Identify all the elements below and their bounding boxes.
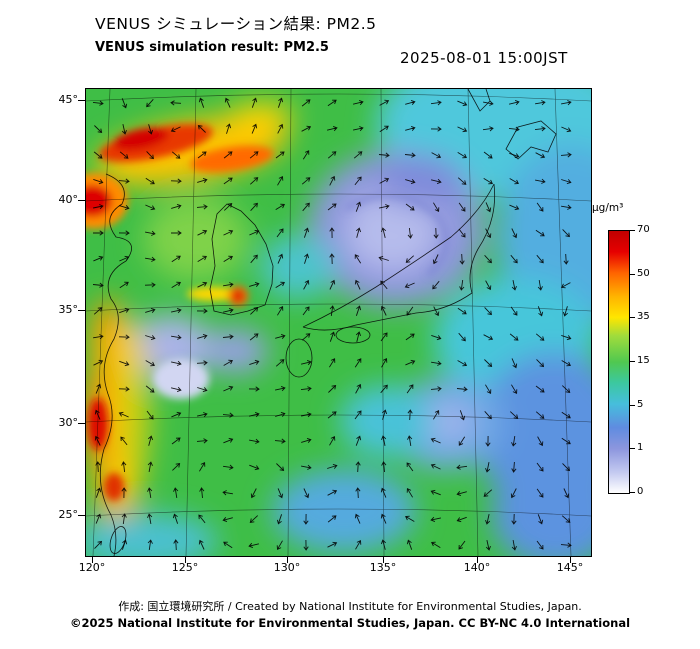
colorbar-tickmark <box>630 405 635 406</box>
coastlines <box>99 89 557 556</box>
license-line: ©2025 National Institute for Environment… <box>69 616 631 630</box>
colorbar-tick-1: 1 <box>637 442 644 453</box>
wind-vectors <box>92 97 572 551</box>
lat-tickmark <box>78 200 85 201</box>
graticule <box>86 89 591 556</box>
colorbar-bar <box>608 230 630 494</box>
lon-tickmark <box>477 557 478 563</box>
lon-tick-125: 125° <box>171 561 199 574</box>
colorbar-unit-label: μg/m³ <box>592 202 624 214</box>
lat-tickmark <box>78 423 85 424</box>
credit-line: 作成: 国立環境研究所 / Created by National Instit… <box>118 600 582 613</box>
lon-tick-130: 130° <box>273 561 301 574</box>
lat-tick-35: 35° <box>58 303 79 316</box>
page-title-japanese: VENUS シミュレーション結果: PM2.5 <box>95 15 377 33</box>
colorbar-tick-50: 50 <box>637 268 650 279</box>
colorbar-tickmark <box>630 317 635 318</box>
colorbar-tick-5: 5 <box>637 399 644 410</box>
lon-tickmark <box>570 557 571 563</box>
lat-tick-45: 45° <box>58 93 79 106</box>
colorbar-tick-35: 35 <box>637 311 650 322</box>
pm25-field-map <box>86 89 591 556</box>
lon-tickmark <box>383 557 384 563</box>
lon-tick-140: 140° <box>463 561 491 574</box>
colorbar-tickmark <box>630 492 635 493</box>
timestamp-label: 2025-08-01 15:00JST <box>400 49 568 67</box>
lat-tick-25: 25° <box>58 508 79 521</box>
colorbar-tickmark <box>630 448 635 449</box>
colorbar-tick-70: 70 <box>637 224 650 235</box>
lat-tick-30: 30° <box>58 416 79 429</box>
lat-tick-40: 40° <box>58 193 79 206</box>
lon-tick-135: 135° <box>369 561 397 574</box>
lon-tickmark <box>185 557 186 563</box>
map-canvas <box>85 88 592 557</box>
concentration-hotspots <box>86 124 449 501</box>
colorbar-tick-15: 15 <box>637 355 650 366</box>
concentration-field <box>86 89 591 556</box>
colorbar-tickmark <box>630 274 635 275</box>
lon-tick-145: 145° <box>556 561 584 574</box>
colorbar-tickmark <box>630 230 635 231</box>
lon-tickmark <box>287 557 288 563</box>
colorbar-tickmark <box>630 361 635 362</box>
lat-tickmark <box>78 515 85 516</box>
lon-tickmark <box>92 557 93 563</box>
lat-tickmark <box>78 310 85 311</box>
page-title-english: VENUS simulation result: PM2.5 <box>95 40 329 55</box>
lon-tick-120: 120° <box>78 561 106 574</box>
lat-tickmark <box>78 100 85 101</box>
colorbar-tick-0: 0 <box>637 486 644 497</box>
